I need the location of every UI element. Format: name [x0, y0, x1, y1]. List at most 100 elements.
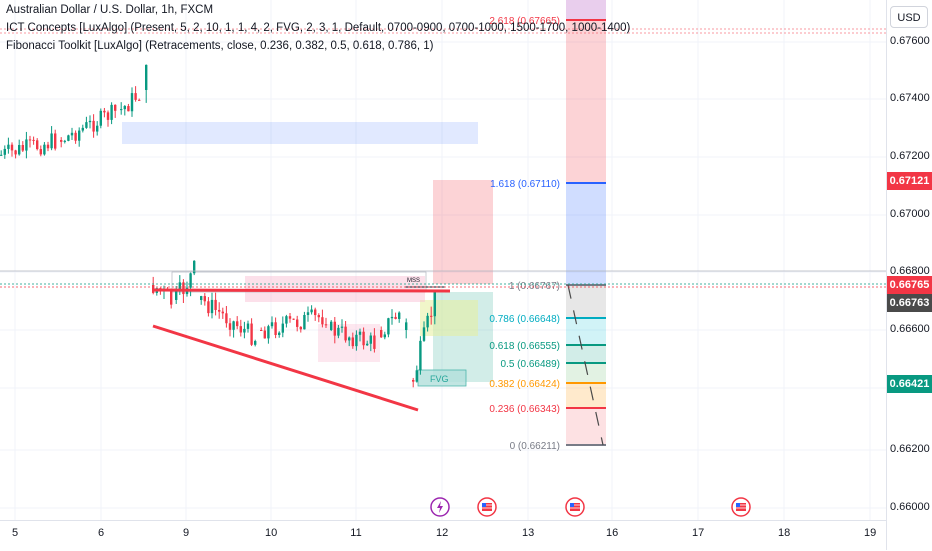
candle-body: [246, 323, 250, 329]
candle-body: [54, 133, 57, 149]
candle-body: [317, 315, 320, 318]
candle-body: [214, 299, 217, 310]
candle-body: [92, 120, 95, 132]
price-tag: 0.67121: [887, 172, 932, 190]
candle-body: [74, 132, 77, 141]
candle-body: [390, 316, 394, 319]
candle-body: [130, 93, 134, 112]
candle-body: [210, 299, 214, 314]
candle-body: [383, 334, 386, 338]
price-tag: 0.66765: [887, 276, 932, 294]
candle-body: [21, 145, 24, 151]
candle-body: [270, 322, 274, 327]
price-tick-label: 0.66200: [890, 443, 930, 455]
candle-body: [281, 323, 284, 333]
fib-level-label: 0.5 (0.66489): [501, 359, 561, 370]
candle-body: [32, 139, 35, 141]
candle-body: [127, 106, 130, 112]
time-tick-label: 17: [692, 527, 705, 539]
price-chart[interactable]: FVG 2.618 (0.67665) 1.618 (0.67110) 1 (0.6…: [0, 0, 886, 520]
candle-body: [7, 144, 10, 149]
candle-body: [296, 319, 299, 327]
candle-body: [189, 273, 192, 288]
candle-body: [103, 110, 106, 113]
candle-body: [263, 330, 266, 339]
candle-body: [25, 139, 28, 151]
candle-body: [78, 130, 81, 141]
time-tick-label: 6: [97, 527, 105, 539]
candle-body: [373, 335, 376, 349]
price-tick-label: 0.66000: [890, 501, 930, 513]
candle-body: [110, 104, 113, 120]
indicator-fib-legend[interactable]: Fibonacci Toolkit [LuxAlgo] (Retracement…: [6, 40, 434, 52]
fvg-zone-yellow: [420, 300, 478, 336]
candle-body: [419, 340, 422, 371]
price-tick-label: 0.66800: [890, 265, 930, 277]
candle-body: [236, 321, 239, 327]
candle-body: [36, 140, 39, 150]
candle-body: [394, 316, 397, 319]
candle-body: [306, 312, 310, 315]
candle-body: [175, 290, 178, 300]
price-axis[interactable]: [886, 0, 932, 550]
candle-body: [426, 315, 429, 328]
candle-body: [120, 109, 123, 111]
candle-body: [85, 122, 88, 128]
fib-level-label: 2.618 (0.67665): [489, 16, 560, 27]
candle-body: [433, 290, 436, 317]
time-tick-label: 5: [11, 527, 19, 539]
candle-body: [366, 343, 369, 346]
candle-body: [203, 296, 206, 302]
lightning-icon[interactable]: [430, 497, 450, 517]
event-markers[interactable]: [430, 497, 751, 517]
time-tick-label: 13: [522, 527, 535, 539]
candle-body: [96, 125, 99, 132]
candle-body: [398, 312, 401, 319]
candle-body: [422, 327, 426, 341]
time-tick-label: 11: [350, 527, 362, 539]
fvg-label: FVG: [430, 374, 449, 384]
candle-body: [114, 104, 117, 111]
price-tick-label: 0.67400: [890, 92, 930, 104]
position-risk-zone: [433, 180, 493, 284]
us-flag-icon[interactable]: [565, 497, 585, 517]
candle-body: [292, 318, 295, 320]
candle-body: [88, 120, 92, 123]
time-tick-label: 9: [182, 527, 190, 539]
candle-body: [362, 331, 365, 346]
trendline-resistance[interactable]: [152, 288, 451, 293]
time-tick-label: 10: [265, 527, 278, 539]
time-tick-label: 16: [606, 527, 619, 539]
candle-body: [387, 318, 390, 335]
chart-title: Australian Dollar / U.S. Dollar, 1h, FXC…: [6, 4, 214, 16]
time-axis[interactable]: [0, 520, 886, 551]
fib-level-label: 0.618 (0.66555): [489, 341, 560, 352]
candle-body: [138, 99, 141, 101]
candle-body: [340, 326, 344, 328]
candle-body: [254, 341, 257, 345]
fib-zigzag: [567, 284, 604, 446]
indicator-ict-legend[interactable]: ICT Concepts [LuxAlgo] (Present, 5, 2, 1…: [6, 22, 631, 34]
candle-body: [170, 289, 173, 305]
candle-body: [344, 326, 347, 341]
candle-body: [333, 321, 336, 336]
us-flag-icon[interactable]: [731, 497, 751, 517]
fib-level-label: 1.618 (0.67110): [490, 179, 560, 190]
candle-body: [337, 327, 340, 336]
us-flag-icon[interactable]: [477, 497, 497, 517]
candle-body: [221, 311, 224, 314]
candle-body: [267, 326, 270, 339]
candle-body: [303, 314, 306, 330]
candle-body: [239, 326, 242, 333]
candle-body: [355, 334, 358, 347]
trendline-support[interactable]: [152, 324, 419, 412]
candle-body: [218, 309, 221, 312]
candle-body: [60, 140, 63, 142]
fib-level-label: 1 (0.66767): [509, 281, 560, 292]
candle-body: [200, 296, 203, 300]
candle-body: [250, 323, 253, 345]
price-tick-label: 0.67200: [890, 150, 930, 162]
time-tick-label: 18: [778, 527, 791, 539]
fib-level-label: 0 (0.66211): [510, 441, 560, 452]
currency-button[interactable]: USD: [890, 6, 928, 28]
